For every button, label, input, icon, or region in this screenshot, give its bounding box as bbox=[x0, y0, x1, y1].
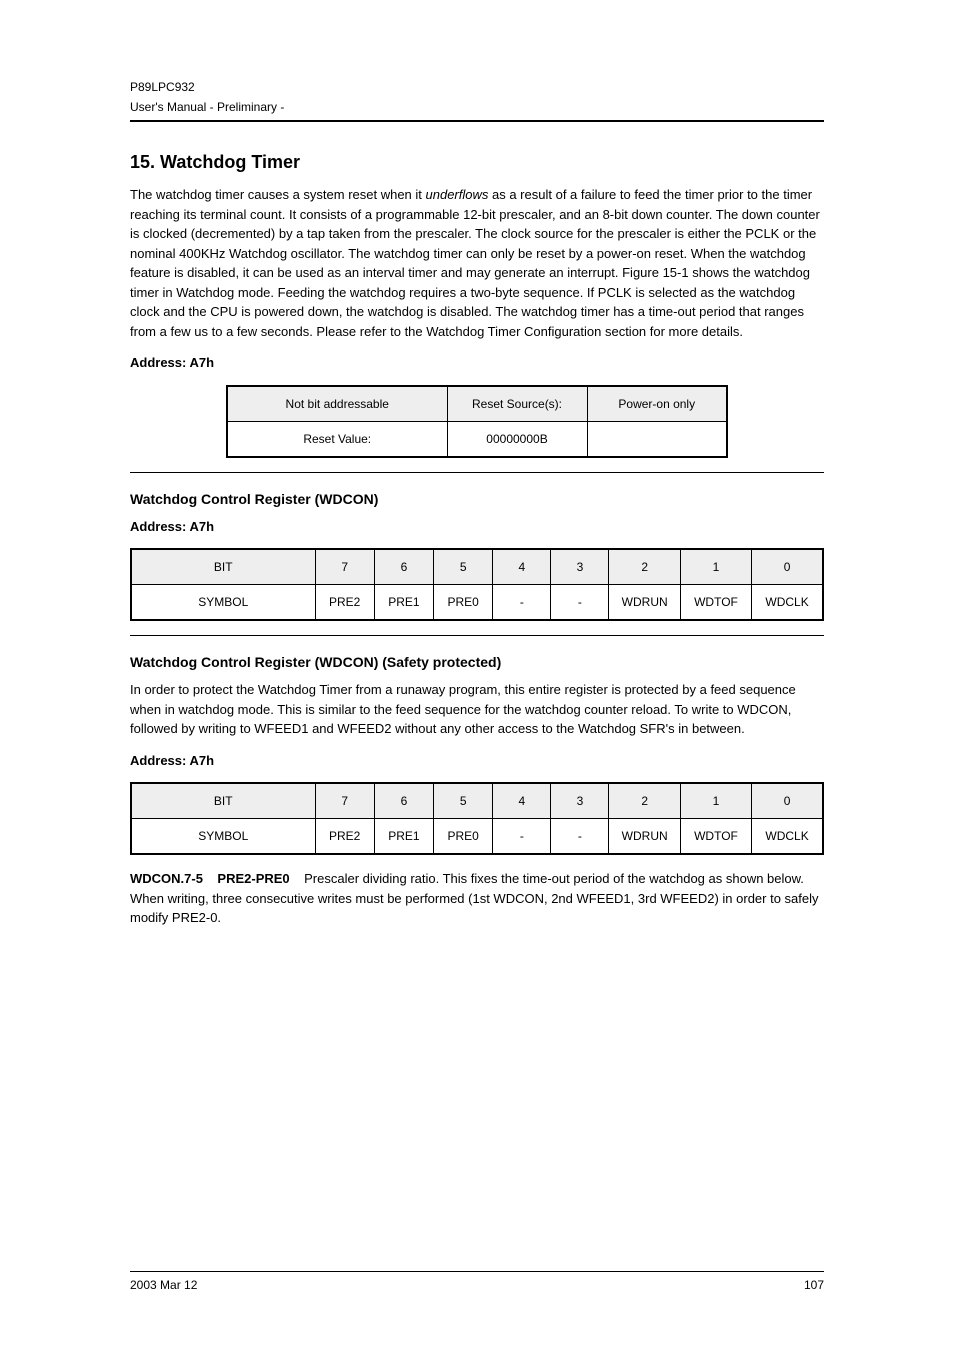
t2-r0c0: SYMBOL bbox=[131, 585, 315, 621]
divider-1 bbox=[130, 472, 824, 473]
t3-r0c3: PRE0 bbox=[434, 819, 493, 855]
t2-r0c2: PRE1 bbox=[374, 585, 433, 621]
t2-h0: BIT bbox=[131, 549, 315, 585]
t2-h4: 4 bbox=[493, 549, 551, 585]
table3-caption: Address: A7h bbox=[130, 751, 824, 771]
t3-r0c6: WDRUN bbox=[609, 819, 680, 855]
t2-h6: 2 bbox=[609, 549, 680, 585]
t2-h8: 0 bbox=[752, 549, 823, 585]
table3-title: Watchdog Control Register (WDCON) (Safet… bbox=[130, 654, 824, 670]
t3-r0c5: - bbox=[551, 819, 609, 855]
t1-r0c0: Reset Value: bbox=[227, 421, 447, 457]
t2-h7: 1 bbox=[680, 549, 751, 585]
t3-h7: 1 bbox=[680, 783, 751, 819]
t3-r0c0: SYMBOL bbox=[131, 819, 315, 855]
t2-r0c7: WDTOF bbox=[680, 585, 751, 621]
t2-r0c1: PRE2 bbox=[315, 585, 374, 621]
t2-r0c4: - bbox=[493, 585, 551, 621]
t2-r0c8: WDCLK bbox=[752, 585, 823, 621]
t3-h2: 6 bbox=[374, 783, 433, 819]
wdcon-table: BIT 7 6 5 4 3 2 1 0 SYMBOL PRE2 PRE1 PRE… bbox=[130, 548, 824, 621]
header-rule bbox=[130, 120, 824, 122]
section-number: 15. bbox=[130, 152, 155, 172]
divider-2 bbox=[130, 635, 824, 636]
t3-h5: 3 bbox=[551, 783, 609, 819]
footer-page: 107 bbox=[804, 1278, 824, 1292]
t1-h1: Reset Source(s): bbox=[447, 386, 587, 422]
reset-table: Not bit addressable Reset Source(s): Pow… bbox=[226, 385, 728, 458]
t2-r0c6: WDRUN bbox=[609, 585, 680, 621]
t2-h1: 7 bbox=[315, 549, 374, 585]
t1-h2: Power-on only bbox=[587, 386, 727, 422]
t2-r0c3: PRE0 bbox=[434, 585, 493, 621]
wdcon-safe-table: BIT 7 6 5 4 3 2 1 0 SYMBOL PRE2 PRE1 PRE… bbox=[130, 782, 824, 855]
footer-date: 2003 Mar 12 bbox=[130, 1278, 197, 1292]
footer-rule bbox=[130, 1271, 824, 1272]
page-footer: 2003 Mar 12 107 bbox=[130, 1271, 824, 1292]
t1-h0: Not bit addressable bbox=[227, 386, 447, 422]
t3-h3: 5 bbox=[434, 783, 493, 819]
t3-r0c7: WDTOF bbox=[680, 819, 751, 855]
chip-name: P89LPC932 bbox=[130, 80, 195, 94]
intro-paragraph: The watchdog timer causes a system reset… bbox=[130, 185, 824, 341]
t1-r0c2 bbox=[587, 421, 727, 457]
t2-h3: 5 bbox=[434, 549, 493, 585]
t3-r0c8: WDCLK bbox=[752, 819, 823, 855]
bitfield-description: WDCON.7-5 PRE2-PRE0 Prescaler dividing r… bbox=[130, 869, 824, 928]
t3-h6: 2 bbox=[609, 783, 680, 819]
table2-caption: Address: A7h bbox=[130, 517, 824, 537]
table3-pretext: In order to protect the Watchdog Timer f… bbox=[130, 680, 824, 739]
section-name: Watchdog Timer bbox=[160, 152, 300, 172]
t2-h2: 6 bbox=[374, 549, 433, 585]
t3-r0c2: PRE1 bbox=[374, 819, 433, 855]
table2-title: Watchdog Control Register (WDCON) bbox=[130, 491, 824, 507]
t2-r0c5: - bbox=[551, 585, 609, 621]
t3-h0: BIT bbox=[131, 783, 315, 819]
table1-caption: Address: A7h bbox=[130, 353, 824, 373]
t3-h4: 4 bbox=[493, 783, 551, 819]
doc-type: User's Manual - Preliminary - bbox=[130, 100, 284, 114]
t3-h8: 0 bbox=[752, 783, 823, 819]
t2-h5: 3 bbox=[551, 549, 609, 585]
t3-h1: 7 bbox=[315, 783, 374, 819]
section-title: 15. Watchdog Timer bbox=[130, 152, 824, 173]
t1-r0c1: 00000000B bbox=[447, 421, 587, 457]
t3-r0c1: PRE2 bbox=[315, 819, 374, 855]
t3-r0c4: - bbox=[493, 819, 551, 855]
